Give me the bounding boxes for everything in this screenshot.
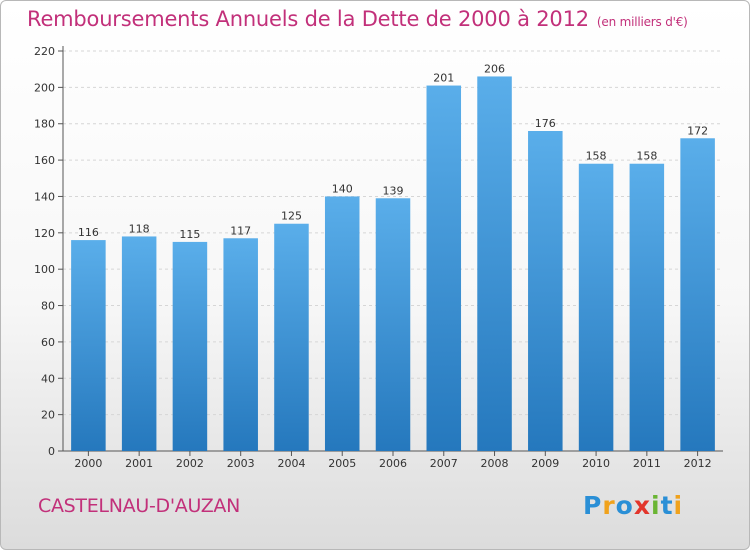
logo-letter: r <box>602 491 616 520</box>
bar-2005 <box>324 196 360 451</box>
x-tick-label: 2011 <box>633 457 661 470</box>
y-tick-label: 80 <box>41 300 55 313</box>
y-tick-label: 40 <box>41 372 55 385</box>
chart-title-text: Remboursements Annuels de la Dette de 20… <box>27 7 589 31</box>
y-tick-label: 60 <box>41 336 55 349</box>
bar-value-label: 158 <box>586 150 607 163</box>
bar-value-label: 140 <box>332 182 353 195</box>
x-tick-label: 2002 <box>176 457 204 470</box>
bar-value-label: 176 <box>535 117 556 130</box>
y-tick-label: 180 <box>34 118 55 131</box>
proxiti-logo[interactable]: Proxiti <box>583 491 683 520</box>
x-tick-label: 2003 <box>227 457 255 470</box>
bar-value-label: 118 <box>129 222 150 235</box>
commune-name: CASTELNAU-D'AUZAN <box>38 495 241 517</box>
x-tick-label: 2012 <box>684 457 712 470</box>
bar-2009 <box>528 131 563 451</box>
bar-2004 <box>274 223 309 451</box>
bar-2011 <box>629 163 665 451</box>
bar-2012 <box>680 138 715 452</box>
x-tick-label: 2001 <box>125 457 153 470</box>
bar-2010 <box>578 163 614 451</box>
y-tick-label: 160 <box>34 154 55 167</box>
bar-2001 <box>121 236 157 451</box>
x-tick-label: 2005 <box>328 457 356 470</box>
bar-value-label: 172 <box>687 124 708 137</box>
x-tick-label: 2000 <box>74 457 102 470</box>
logo-letter: i <box>673 491 684 520</box>
y-tick-label: 100 <box>34 263 55 276</box>
bar-2006 <box>375 198 411 451</box>
y-tick-label: 120 <box>34 227 55 240</box>
x-tick-label: 2010 <box>582 457 610 470</box>
y-tick-label: 200 <box>34 81 55 94</box>
bars <box>71 76 715 452</box>
x-tick-label: 2006 <box>379 457 407 470</box>
bar-2007 <box>426 85 462 451</box>
x-tick-label: 2009 <box>531 457 559 470</box>
x-tick-label: 2008 <box>481 457 509 470</box>
y-tick-label: 220 <box>34 45 55 58</box>
x-tick-label: 2004 <box>277 457 305 470</box>
bar-2003 <box>223 238 258 451</box>
chart-title: Remboursements Annuels de la Dette de 20… <box>27 7 688 31</box>
bar-value-label: 115 <box>179 228 200 241</box>
bar-value-label: 206 <box>484 62 505 75</box>
bar-2002 <box>172 241 208 451</box>
data-labels: 116 118 115 117 125 140 139 201 206 176 158 158 172 <box>78 62 708 240</box>
logo-letter: P <box>583 491 603 520</box>
y-tick-label: 0 <box>48 445 55 458</box>
logo-letter: o <box>615 491 634 520</box>
logo-letter: x <box>633 491 651 520</box>
logo-letter: t <box>660 491 674 520</box>
bar-value-label: 139 <box>383 184 404 197</box>
y-tick-label: 20 <box>41 409 55 422</box>
bar-value-label: 158 <box>636 150 657 163</box>
y-tick-label: 140 <box>34 190 55 203</box>
chart-unit: (en milliers d'€) <box>596 15 688 29</box>
x-tick-label: 2007 <box>430 457 458 470</box>
bar-value-label: 125 <box>281 210 302 223</box>
bar-2008 <box>477 76 512 452</box>
bar-2000 <box>71 240 106 451</box>
bar-value-label: 117 <box>230 224 251 237</box>
bar-value-label: 201 <box>433 72 454 85</box>
bar-value-label: 116 <box>78 226 99 239</box>
logo-letter: i <box>651 491 661 520</box>
